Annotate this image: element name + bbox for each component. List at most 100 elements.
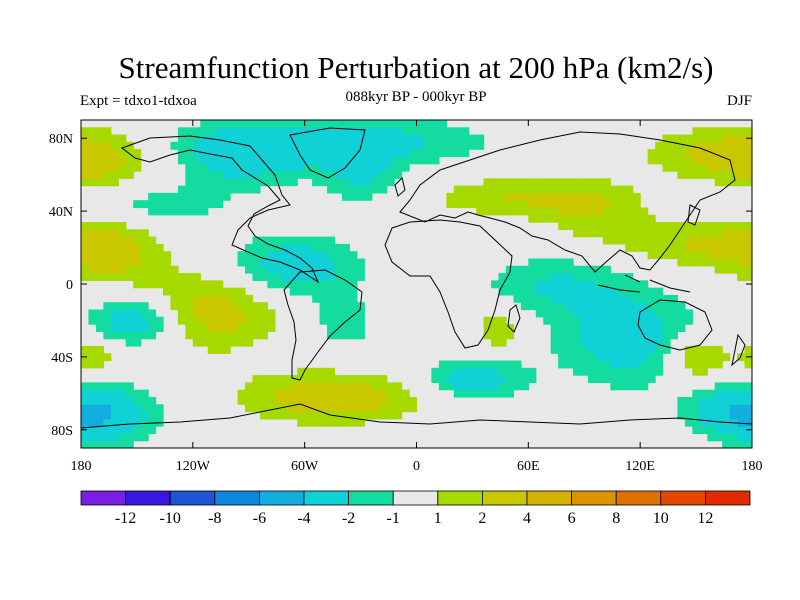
field-cell [535,302,544,311]
field-cell [289,382,298,391]
field-cell [371,178,380,187]
field-cell [476,389,485,398]
field-cell [565,265,574,274]
field-cell [282,280,291,289]
field-cell [446,367,455,376]
field-cell [334,382,343,391]
field-cell [304,389,313,398]
field-cell [155,280,164,289]
field-cell [110,331,119,340]
field-cell [729,134,738,143]
field-cell [550,324,559,332]
field-cell [222,287,231,296]
field-cell [155,411,164,420]
field-cell [103,324,112,332]
field-cell [610,294,619,303]
field-cell [379,171,388,179]
field-cell [252,404,261,413]
field-cell [468,360,477,369]
field-cell [595,214,604,223]
field-cell [707,389,716,398]
field-cell [356,127,365,136]
field-cell [602,214,611,223]
field-cell [237,396,246,405]
field-cell [491,207,500,216]
field-cell [334,258,343,267]
field-cell [133,316,142,325]
field-cell [364,192,373,201]
field-cell [595,309,604,318]
field-cell [252,185,261,194]
field-cell [289,258,298,267]
field-cell [95,396,104,405]
field-cell [744,163,752,172]
field-cell [125,171,134,179]
field-cell [207,200,216,209]
field-cell [595,207,604,216]
field-cell [245,258,254,267]
field-cell [148,207,157,216]
field-cell [349,411,358,420]
field-cell [245,251,254,260]
field-cell [580,265,589,274]
field-cell [528,302,537,311]
field-cell [341,404,350,413]
field-cell [267,127,276,136]
field-cell [222,192,231,201]
field-cell [274,120,283,128]
field-cell [707,258,716,267]
field-cell [118,331,127,340]
field-cell [267,178,276,187]
field-cell [341,280,350,289]
field-cell [617,192,626,201]
field-cell [573,345,582,354]
field-cell [744,433,752,442]
field-cell [312,178,321,187]
field-cell [267,243,276,252]
field-cell [684,418,693,427]
field-cell [177,185,186,194]
lon-label: 120E [625,459,655,474]
field-cell [610,345,619,354]
field-cell [327,127,336,136]
field-cell [550,207,559,216]
field-cell [312,156,321,165]
field-cell [95,251,104,260]
field-cell [558,331,567,340]
field-cell [103,236,112,245]
field-cell [692,127,701,136]
field-cell [483,207,492,216]
field-cell [125,302,134,311]
field-cell [714,156,723,165]
field-cell [319,149,328,158]
field-cell [95,134,104,143]
field-cell [356,418,365,427]
field-cell [625,331,634,340]
field-cell [513,367,522,376]
field-cell [610,316,619,325]
field-cell [118,149,127,158]
field-cell [714,396,723,405]
field-cell [103,178,112,187]
field-cell [304,404,313,413]
field-cell [722,149,731,158]
field-cell [88,396,97,405]
field-cell [379,163,388,172]
field-cell [677,309,686,318]
field-cell [334,287,343,296]
field-cell [163,265,172,274]
field-cell [573,229,582,238]
field-cell [498,382,507,391]
field-cell [707,171,716,179]
lon-label: 60E [517,459,540,474]
field-cell [297,404,306,413]
field-cell [632,309,641,318]
field-cell [319,280,328,289]
field-cell [565,360,574,369]
field-cell [95,433,104,442]
field-cell [573,353,582,362]
field-cell [580,360,589,369]
field-cell [610,331,619,340]
field-cell [394,120,403,128]
field-cell [595,265,604,274]
